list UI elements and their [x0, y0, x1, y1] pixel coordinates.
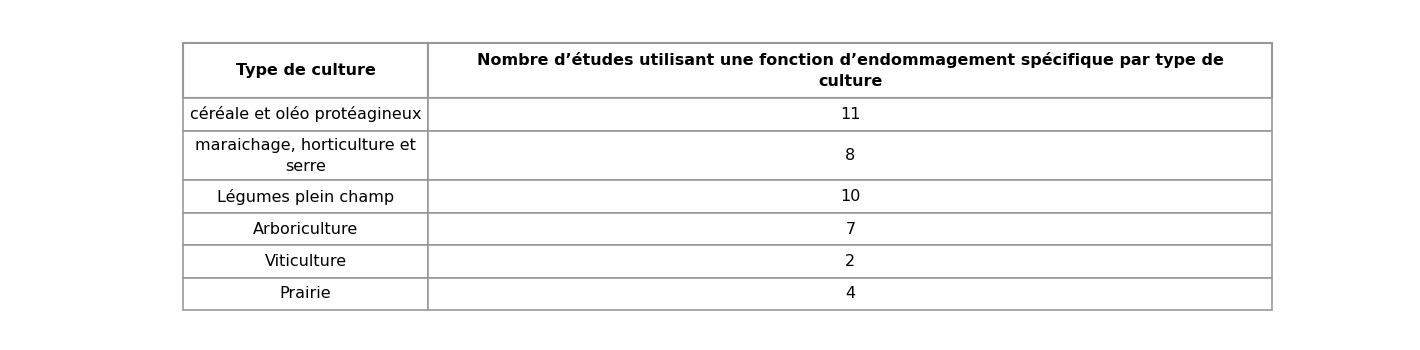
Bar — [183, 245, 429, 278]
Text: Nombre d’études utilisant une fonction d’endommagement spécifique par type de
cu: Nombre d’études utilisant une fonction d… — [477, 52, 1224, 89]
Text: 2: 2 — [845, 254, 855, 269]
Bar — [183, 213, 429, 245]
Bar — [183, 181, 429, 213]
Text: 11: 11 — [841, 107, 861, 122]
Text: maraichage, horticulture et
serre: maraichage, horticulture et serre — [195, 138, 416, 174]
Text: 7: 7 — [845, 222, 855, 237]
Text: Arboriculture: Arboriculture — [253, 222, 358, 237]
Bar — [183, 131, 429, 181]
Bar — [429, 43, 1272, 98]
Text: Légumes plein champ: Légumes plein champ — [217, 189, 395, 205]
Text: 8: 8 — [845, 148, 855, 163]
Text: 10: 10 — [841, 189, 861, 204]
Bar — [183, 98, 429, 131]
Bar — [183, 43, 429, 98]
Bar — [429, 245, 1272, 278]
Bar — [429, 278, 1272, 310]
Text: céréale et oléo protéagineux: céréale et oléo protéagineux — [190, 106, 422, 122]
Bar — [183, 278, 429, 310]
Bar — [429, 98, 1272, 131]
Bar — [429, 181, 1272, 213]
Bar — [429, 213, 1272, 245]
Text: Prairie: Prairie — [280, 286, 331, 301]
Text: 4: 4 — [845, 286, 855, 301]
Bar — [429, 131, 1272, 181]
Text: Type de culture: Type de culture — [236, 63, 375, 78]
Text: Viticulture: Viticulture — [264, 254, 346, 269]
